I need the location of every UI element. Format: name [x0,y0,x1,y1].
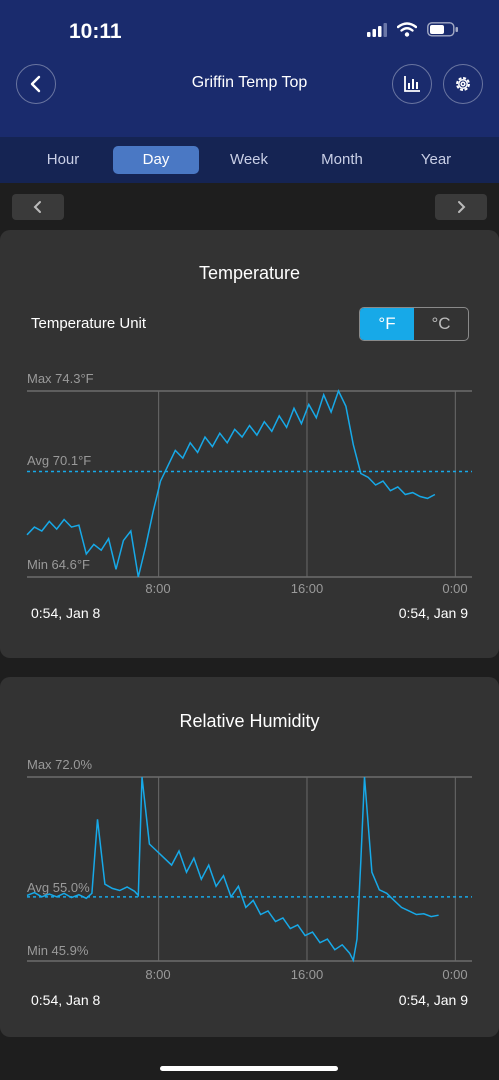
humidity-min-label: Min 45.9% [27,943,89,958]
humidity-chart: Max 72.0% Avg 55.0% Min 45.9% 8:00 16:00… [26,757,472,982]
temperature-tick-0: 0:00 [442,581,467,596]
temperature-tick-8: 8:00 [145,581,170,596]
status-icons [367,22,459,37]
wifi-icon [397,22,417,37]
humidity-tick-0: 0:00 [442,967,467,982]
humidity-max-label: Max 72.0% [27,757,92,772]
bar-chart-icon [404,76,420,92]
previous-period-button[interactable] [12,194,64,220]
battery-icon [427,22,458,37]
temperature-range-start: 0:54, Jan 8 [31,605,101,621]
period-tabs: Hour Day Week Month Year [0,137,499,183]
back-button[interactable] [16,64,56,104]
temperature-card: Temperature Temperature Unit °F °C Max 7… [0,230,499,658]
humidity-series-line [26,776,439,963]
chevron-left-icon [30,75,41,93]
humidity-avg-label: Avg 55.0% [27,880,90,895]
temperature-title: Temperature [198,263,301,283]
humidity-title: Relative Humidity [179,711,320,731]
temperature-chart: Max 74.3°F Avg 70.1°F Min 64.6°F 8:00 16… [26,371,472,596]
unit-celsius-option[interactable]: °C [431,314,451,333]
tab-month[interactable]: Month [321,151,363,168]
humidity-range-end: 0:54, Jan 9 [398,992,468,1008]
chevron-right-icon [458,201,466,213]
temperature-tick-16: 16:00 [291,581,324,596]
unit-fahrenheit-option[interactable]: °F [360,308,414,340]
home-indicator [160,1066,338,1071]
chevron-left-icon [33,201,41,213]
tab-hour[interactable]: Hour [46,151,80,168]
app-header: 10:11 Griffin Temp Top [0,0,499,137]
humidity-tick-8: 8:00 [145,967,170,982]
temperature-avg-label: Avg 70.1°F [27,453,91,468]
temperature-unit-label: Temperature Unit [31,315,147,332]
next-period-button[interactable] [435,194,487,220]
temperature-range-end: 0:54, Jan 9 [398,605,468,621]
page-title: Griffin Temp Top [191,74,308,91]
humidity-card: Relative Humidity Max 72.0% Avg 55.0% Mi… [0,677,499,1037]
temperature-series-line [26,389,436,578]
temperature-min-label: Min 64.6°F [27,557,90,572]
tab-year[interactable]: Year [420,151,452,168]
temperature-unit-toggle: °F °C [359,307,469,341]
date-navigation [0,192,499,222]
status-time: 10:11 [69,20,122,43]
signal-icon [367,22,387,37]
temperature-max-label: Max 74.3°F [27,371,94,386]
chart-button[interactable] [392,64,432,104]
humidity-range-start: 0:54, Jan 8 [31,992,101,1008]
tab-week[interactable]: Week [229,151,269,168]
humidity-tick-16: 16:00 [291,967,324,982]
gear-icon [456,77,470,91]
tab-day[interactable]: Day [113,146,199,174]
settings-button[interactable] [443,64,483,104]
